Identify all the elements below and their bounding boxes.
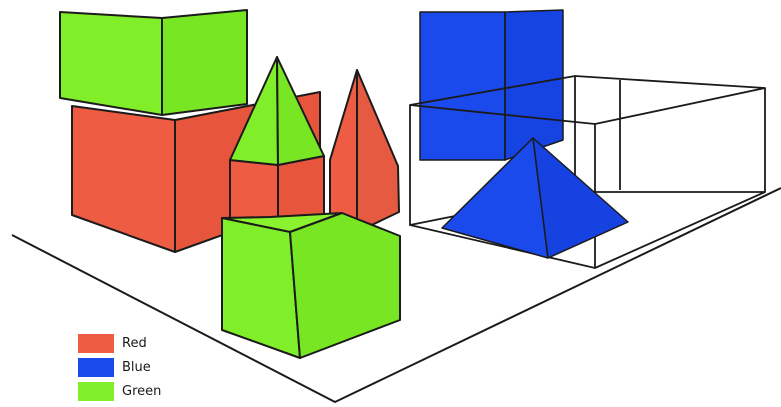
legend-item-green: Green [78, 380, 218, 402]
green-pyramid [229, 56, 325, 166]
legend: Red Blue Green [78, 332, 218, 404]
legend-item-blue: Blue [78, 356, 218, 378]
blue-pyramid [441, 137, 629, 259]
legend-swatch-red [78, 333, 114, 353]
legend-item-red: Red [78, 332, 218, 354]
blue-tall-box [419, 9, 564, 161]
legend-swatch-green [78, 381, 114, 401]
legend-label-blue: Blue [122, 359, 151, 375]
legend-label-red: Red [122, 335, 147, 351]
red-spire [329, 69, 400, 233]
ground-plane [11, 187, 781, 403]
green-front-cube [221, 212, 401, 359]
green-top-box [59, 9, 248, 116]
legend-label-green: Green [122, 383, 162, 399]
legend-swatch-blue [78, 357, 114, 377]
